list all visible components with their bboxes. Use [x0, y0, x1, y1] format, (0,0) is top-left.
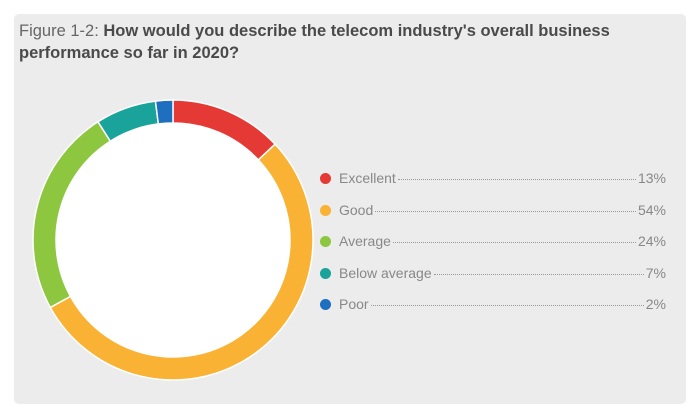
leader-dots	[375, 210, 636, 212]
figure-label: Figure 1-2:	[19, 22, 99, 40]
leader-dots	[392, 242, 636, 243]
figure-question: How would you describe the telecom indus…	[19, 22, 610, 62]
leader-dots	[370, 305, 644, 306]
legend-value: 2%	[645, 296, 666, 312]
legend-marker	[320, 299, 331, 310]
chart-title: Figure 1-2: How would you describe the t…	[19, 20, 639, 64]
legend-marker	[320, 236, 331, 247]
legend-label: Average	[339, 233, 391, 249]
legend-value: 24%	[637, 233, 666, 249]
donut-slice-poor	[154, 99, 174, 125]
legend-item: Below average 7%	[320, 265, 666, 297]
legend-value: 13%	[637, 170, 666, 186]
leader-dots	[433, 273, 644, 275]
legend: Excellent 13% Good 54% Average 24% Below avera…	[320, 170, 666, 328]
legend-marker	[320, 173, 331, 184]
legend-item: Excellent 13%	[320, 170, 666, 202]
legend-marker	[320, 267, 331, 279]
legend-value: 54%	[637, 201, 666, 218]
legend-marker	[320, 204, 331, 216]
legend-value: 7%	[645, 264, 666, 281]
legend-label: Excellent	[339, 170, 396, 186]
legend-item: Poor 2%	[320, 296, 666, 328]
donut-hole	[56, 123, 290, 357]
legend-label: Poor	[339, 296, 369, 312]
legend-label: Below average	[339, 264, 432, 281]
leader-dots	[397, 179, 636, 180]
legend-item: Average 24%	[320, 233, 666, 265]
legend-item: Good 54%	[320, 202, 666, 234]
legend-label: Good	[339, 201, 374, 218]
